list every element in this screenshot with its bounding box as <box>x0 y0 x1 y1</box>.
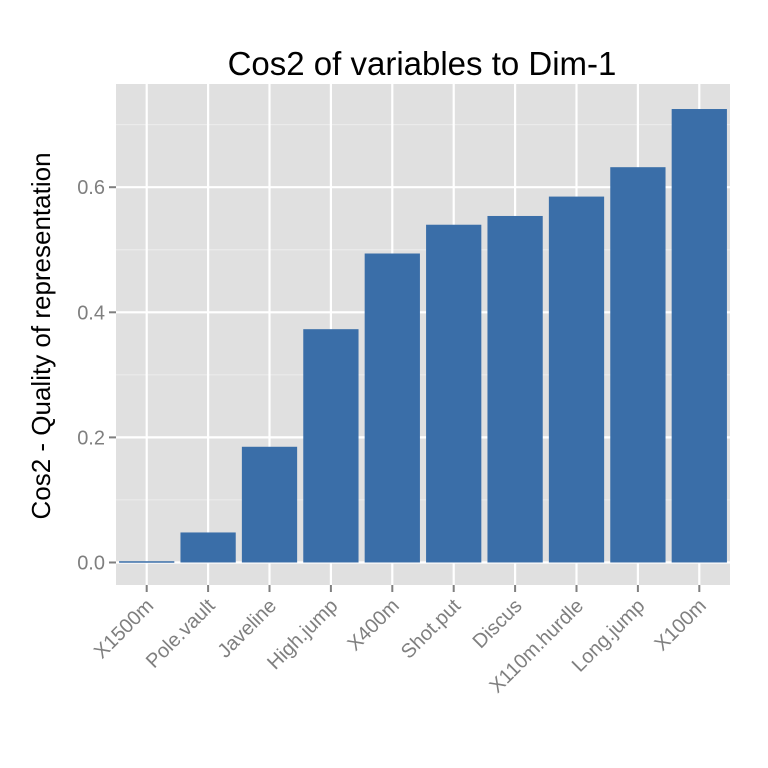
bar-x110m-hurdle <box>548 196 605 563</box>
bar-shot-put <box>426 224 482 563</box>
bar-x400m <box>364 253 420 563</box>
y-axis-label: Cos2 - Quality of representation <box>26 152 56 519</box>
bar-discus <box>487 215 543 563</box>
bar-x1500m <box>119 561 175 563</box>
chart-title: Cos2 of variables to Dim-1 <box>228 45 617 82</box>
bars <box>119 109 727 563</box>
bar-javeline <box>241 446 298 563</box>
bar-x100m <box>671 109 727 563</box>
y-axis: 0.0 0.2 0.4 0.6 <box>77 177 116 574</box>
bar-pole-vault <box>180 532 236 563</box>
y-tick-label: 0.6 <box>77 177 105 199</box>
bar-high-jump <box>303 329 359 563</box>
y-tick-label: 0.4 <box>77 302 105 324</box>
bar-long-jump <box>610 167 666 563</box>
y-tick-label: 0.0 <box>77 552 105 574</box>
y-tick-label: 0.2 <box>77 427 105 449</box>
